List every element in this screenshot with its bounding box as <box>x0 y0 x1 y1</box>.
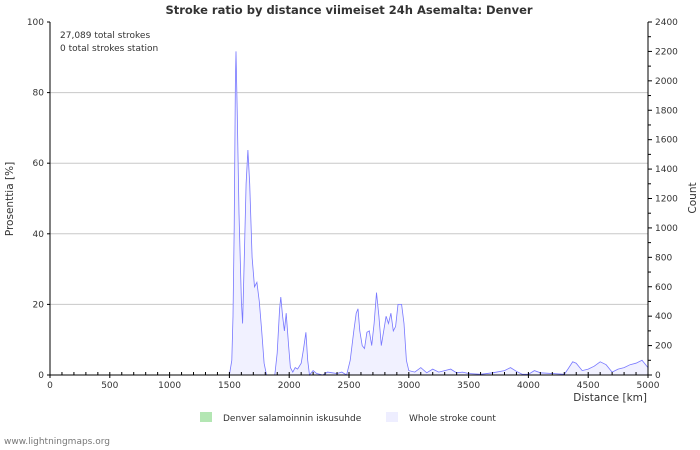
y2-tick-label: 1000 <box>655 224 678 234</box>
x-axis-label: Distance [km] <box>573 392 647 404</box>
y-tick-label: 40 <box>33 230 45 240</box>
y2-tick-label: 400 <box>655 312 672 322</box>
y2-tick-label: 2400 <box>655 18 678 28</box>
x-tick-label: 2500 <box>338 381 361 391</box>
annotation-station-strokes: 0 total strokes station <box>60 44 158 54</box>
y-tick-label: 60 <box>33 159 45 169</box>
x-tick-label: 500 <box>101 381 118 391</box>
x-tick-label: 4000 <box>517 381 540 391</box>
series-whole-stroke-count-line <box>50 51 649 376</box>
y2-tick-label: 0 <box>655 371 661 381</box>
y2-tick-label: 1200 <box>655 195 678 205</box>
x-tick-label: 3500 <box>457 381 480 391</box>
chart-title: Stroke ratio by distance viimeiset 24h A… <box>165 3 532 17</box>
y-axis-label: Prosenttia [%] <box>4 162 16 236</box>
y2-tick-label: 1600 <box>655 136 678 146</box>
y-tick-label: 80 <box>33 89 45 99</box>
x-tick-label: 1500 <box>218 381 241 391</box>
y2-tick-label: 200 <box>655 342 672 352</box>
legend-label-ratio: Denver salamoinnin iskusuhde <box>223 414 362 424</box>
x-tick-label: 0 <box>47 381 53 391</box>
legend-swatch-count <box>386 412 398 422</box>
y2-tick-label: 800 <box>655 253 672 263</box>
legend-swatch-ratio <box>200 412 212 422</box>
y2-tick-label: 2000 <box>655 77 678 87</box>
y2-axis-label: Count <box>687 182 699 213</box>
series-whole-stroke-count-area <box>50 51 648 376</box>
footer-credit: www.lightningmaps.org <box>4 437 110 447</box>
y-tick-label: 100 <box>27 18 44 28</box>
x-tick-label: 2000 <box>278 381 301 391</box>
y2-tick-label: 1800 <box>655 106 678 116</box>
legend-label-count: Whole stroke count <box>409 414 496 424</box>
y-tick-label: 0 <box>38 371 44 381</box>
x-tick-label: 3000 <box>397 381 420 391</box>
x-tick-label: 4500 <box>577 381 600 391</box>
y2-tick-label: 600 <box>655 283 672 293</box>
y-tick-label: 20 <box>33 300 45 310</box>
x-tick-label: 5000 <box>637 381 660 391</box>
x-tick-label: 1000 <box>158 381 181 391</box>
annotation-total-strokes: 27,089 total strokes <box>60 31 150 41</box>
y2-tick-label: 1400 <box>655 165 678 175</box>
y2-tick-label: 2200 <box>655 47 678 57</box>
